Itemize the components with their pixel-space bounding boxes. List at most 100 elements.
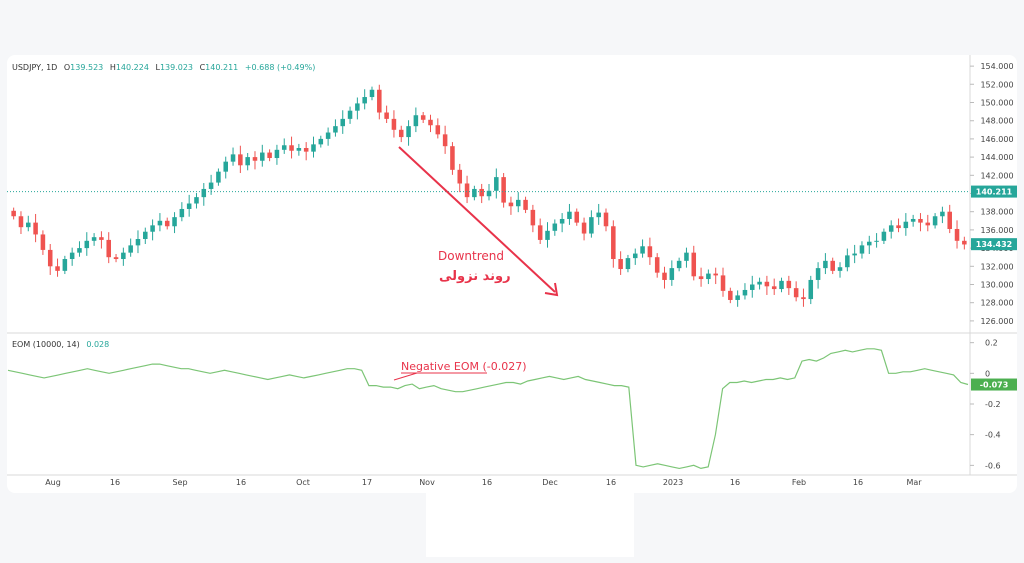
candle	[823, 253, 828, 275]
candle-body	[208, 182, 214, 189]
indicator-value: 0.028	[86, 340, 109, 349]
candle	[669, 260, 675, 286]
candle	[962, 236, 967, 250]
price-tick-label: 154.000	[980, 62, 1013, 71]
candle	[720, 267, 726, 297]
candle	[318, 135, 324, 148]
candle-body	[559, 218, 565, 224]
candle	[355, 97, 360, 120]
candle-body	[764, 281, 770, 287]
time-tick-label: Aug	[45, 478, 61, 487]
candle	[647, 237, 653, 265]
candle	[808, 275, 814, 305]
candle-body	[662, 272, 667, 280]
candle	[632, 248, 638, 265]
candle	[940, 206, 945, 224]
candle	[420, 112, 426, 123]
candle-body	[201, 188, 207, 198]
candle-body	[384, 112, 389, 119]
candle	[157, 213, 163, 232]
candle-body	[55, 266, 60, 271]
price-tick-label: 138.000	[980, 208, 1013, 217]
candle-body	[698, 276, 704, 280]
candle-body	[947, 211, 952, 229]
candle	[867, 235, 872, 255]
candle-body	[771, 286, 777, 290]
trading-chart[interactable]: 154.000 152.000 150.000 148.000 146.000 144.0…	[7, 55, 1017, 493]
candle	[654, 253, 660, 278]
candle-body	[567, 211, 572, 219]
candle-body	[347, 110, 353, 119]
candle-body	[779, 280, 784, 290]
candle	[33, 213, 38, 243]
candle-body	[318, 138, 324, 145]
candle-body	[413, 115, 419, 127]
price-tick-label: 146.000	[980, 135, 1013, 144]
candle	[611, 220, 616, 268]
candle-body	[340, 118, 346, 127]
candle-body	[793, 288, 799, 298]
candle	[435, 118, 441, 139]
downtrend-arrow-head	[544, 282, 559, 297]
candle-body	[194, 197, 199, 204]
candle-body	[903, 221, 909, 229]
candle	[377, 84, 382, 120]
candle	[764, 275, 770, 295]
time-tick-label: Sep	[172, 478, 187, 487]
header-c-label: C	[200, 63, 206, 72]
candle-body	[940, 211, 945, 217]
price-tick-label: 130.000	[980, 281, 1013, 290]
downtrend-label: Downtrend	[438, 249, 504, 263]
time-tick-label: Oct	[296, 478, 310, 487]
candle	[625, 254, 631, 273]
candle-body	[640, 246, 645, 254]
candle-body	[581, 222, 587, 234]
candle	[391, 110, 397, 138]
candle-body	[216, 171, 221, 183]
candle-body	[552, 223, 558, 231]
candle-body	[530, 209, 536, 226]
candle-body	[186, 203, 192, 209]
candle	[18, 211, 24, 234]
candle	[406, 120, 411, 146]
candle-body	[750, 284, 755, 290]
candle	[194, 193, 199, 209]
price-tick-label: 142.000	[980, 171, 1013, 180]
candle-body	[757, 281, 762, 285]
header-symbol: USDJPY, 1D	[12, 63, 57, 72]
candle-body	[296, 148, 302, 151]
candle	[640, 239, 645, 258]
time-tick-label: 16	[482, 478, 492, 487]
header-l-value: 139.023	[160, 63, 193, 72]
candle	[413, 107, 419, 133]
time-tick-label: Nov	[419, 478, 435, 487]
candle	[845, 248, 850, 272]
candle	[26, 215, 31, 232]
candle-body	[494, 177, 499, 191]
candle	[62, 255, 68, 275]
candle-body	[888, 225, 894, 232]
candle-body	[11, 210, 16, 217]
candle-body	[611, 226, 616, 260]
candle-body	[157, 220, 163, 226]
candle	[398, 125, 404, 143]
candle	[289, 136, 294, 159]
candle	[450, 142, 455, 175]
candle	[106, 232, 111, 264]
candle-body	[99, 237, 104, 240]
candle-body	[925, 222, 931, 226]
candle	[786, 275, 792, 295]
indicator-name: EOM (10000, 14)	[12, 340, 80, 349]
candle	[698, 267, 704, 287]
time-tick-label: Dec	[542, 478, 557, 487]
candle	[84, 232, 90, 256]
candle	[91, 233, 97, 246]
candle-body	[632, 253, 638, 259]
candle-body	[420, 115, 426, 120]
candle-body	[684, 252, 689, 261]
candle-body	[845, 255, 850, 268]
candle	[135, 230, 141, 254]
downtrend-arrow-line	[398, 146, 556, 293]
candle	[837, 262, 843, 278]
candle	[903, 213, 909, 236]
